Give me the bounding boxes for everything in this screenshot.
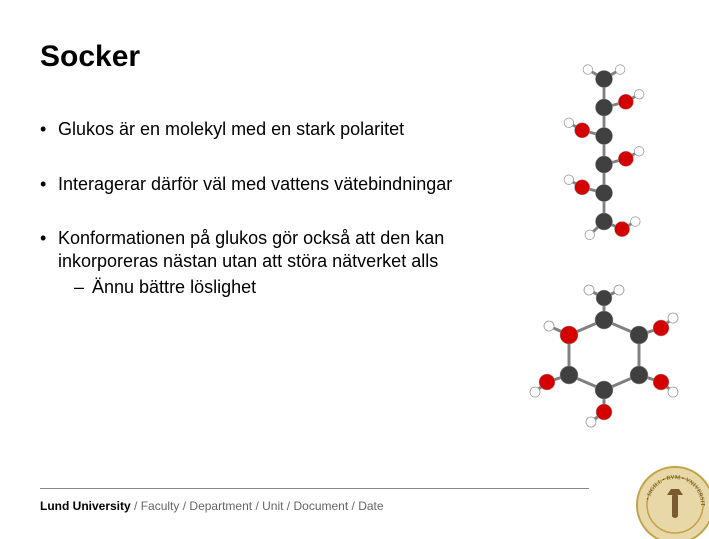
- footer-org: Lund University: [40, 499, 131, 513]
- bullet-3a: Ännu bättre löslighet: [58, 276, 480, 299]
- bullet-1: Glukos är en molekyl med en stark polari…: [40, 118, 480, 141]
- university-seal-icon: • SIGILL • RVM • VNIVERSITATIS •: [635, 465, 709, 539]
- bullet-2: Interagerar därför väl med vattens väteb…: [40, 173, 480, 196]
- bullet-3: Konformationen på glukos gör också att d…: [40, 227, 480, 299]
- molecule-ring-diagram: [519, 280, 689, 430]
- footer-text: Lund University / Faculty / Department /…: [40, 499, 384, 513]
- bullet-3-text: Konformationen på glukos gör också att d…: [58, 228, 444, 271]
- slide: Socker Glukos är en molekyl med en stark…: [0, 0, 709, 539]
- bullet-list: Glukos är en molekyl med en stark polari…: [40, 118, 480, 299]
- footer-divider: [40, 488, 589, 489]
- molecule-linear-diagram: [529, 60, 679, 250]
